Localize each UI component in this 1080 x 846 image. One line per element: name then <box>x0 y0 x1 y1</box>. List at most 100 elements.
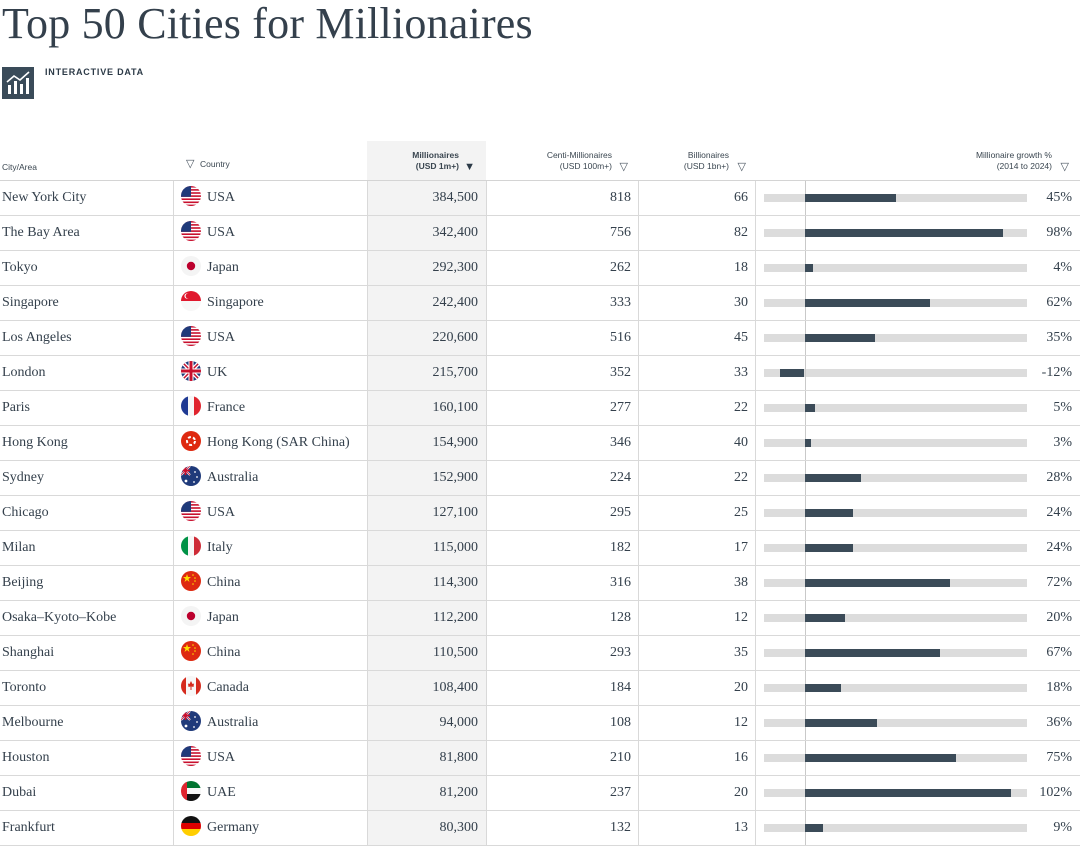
growth-cell: 4% <box>755 251 1080 285</box>
growth-cell: -12% <box>755 356 1080 390</box>
growth-bar <box>804 754 957 762</box>
growth-track <box>764 684 1027 692</box>
growth-track <box>764 614 1027 622</box>
col-city-header[interactable]: City/Area <box>2 162 37 172</box>
centi-millionaires-value: 756 <box>486 216 638 250</box>
table-row: London UK 215,700 352 33 -12% <box>0 356 1080 391</box>
growth-bar <box>804 229 1003 237</box>
city-name: Beijing <box>2 575 44 590</box>
millionaires-value: 152,900 <box>367 461 486 495</box>
growth-value: 72% <box>1046 575 1072 590</box>
growth-cell: 5% <box>755 391 1080 425</box>
country-cell: Singapore <box>173 286 367 320</box>
growth-cell: 18% <box>755 671 1080 705</box>
country-cell: UAE <box>173 776 367 810</box>
growth-bar <box>804 544 854 552</box>
us-flag-icon <box>181 500 201 521</box>
growth-cell: 62% <box>755 286 1080 320</box>
country-cell: Japan <box>173 601 367 635</box>
table-row: New York City USA 384,500 818 66 45% <box>0 181 1080 216</box>
growth-track <box>764 474 1027 482</box>
uk-flag-icon <box>181 360 201 381</box>
growth-track <box>764 719 1027 727</box>
city-name: Sydney <box>2 470 44 485</box>
table-row: Los Angeles USA 220,600 516 45 35% <box>0 321 1080 356</box>
country-name: Australia <box>207 715 259 730</box>
city-name: Dubai <box>2 785 37 800</box>
city-name: Chicago <box>2 505 49 520</box>
growth-bar <box>804 614 845 622</box>
millionaires-value: 160,100 <box>367 391 486 425</box>
billionaires-value: 20 <box>638 671 755 705</box>
centi-millionaires-value: 346 <box>486 426 638 460</box>
city-name: The Bay Area <box>2 225 80 240</box>
centi-millionaires-value: 262 <box>486 251 638 285</box>
cn-flag-icon <box>181 570 201 591</box>
it-flag-icon <box>181 535 201 556</box>
growth-cell: 28% <box>755 461 1080 495</box>
country-name: Hong Kong (SAR China) <box>207 435 350 450</box>
millionaires-value: 220,600 <box>367 321 486 355</box>
country-cell: UK <box>173 356 367 390</box>
col-billionaires-header[interactable]: Billionaires (USD 1bn+) ▽ <box>638 141 755 180</box>
growth-value: 4% <box>1053 260 1072 275</box>
city-name: Milan <box>2 540 36 555</box>
billionaires-value: 25 <box>638 496 755 530</box>
growth-bar <box>804 474 862 482</box>
fr-flag-icon <box>181 395 201 416</box>
col-growth-line2: (2014 to 2024) <box>996 161 1052 171</box>
table-row: Houston USA 81,800 210 16 75% <box>0 741 1080 776</box>
billionaires-value: 82 <box>638 216 755 250</box>
table-row: Toronto Canada 108,400 184 20 18% <box>0 671 1080 706</box>
table-row: Paris France 160,100 277 22 5% <box>0 391 1080 426</box>
billionaires-value: 12 <box>638 706 755 740</box>
col-growth-header[interactable]: Millionaire growth % (2014 to 2024) ▽ <box>755 141 1080 180</box>
city-name: Frankfurt <box>2 820 55 835</box>
country-name: USA <box>207 505 236 520</box>
country-cell: USA <box>173 216 367 250</box>
country-cell: Australia <box>173 461 367 495</box>
billionaires-value: 22 <box>638 391 755 425</box>
zero-line <box>804 356 806 390</box>
country-cell: Japan <box>173 251 367 285</box>
growth-cell: 36% <box>755 706 1080 740</box>
growth-bar <box>804 439 811 447</box>
col-centi-header[interactable]: Centi-Millionaires (USD 100m+) ▽ <box>486 141 638 180</box>
country-name: Italy <box>207 540 233 555</box>
growth-value: 9% <box>1053 820 1072 835</box>
growth-track <box>764 194 1027 202</box>
us-flag-icon <box>181 325 201 346</box>
col-millionaires-header[interactable]: Millionaires (USD 1m+) ▼ <box>367 141 486 180</box>
growth-cell: 102% <box>755 776 1080 810</box>
country-cell: USA <box>173 181 367 215</box>
us-flag-icon <box>181 220 201 241</box>
col-centi-line1: Centi-Millionaires <box>546 150 612 160</box>
col-billionaires-line1: Billionaires <box>687 150 729 160</box>
table-body: New York City USA 384,500 818 66 45% The Bay A… <box>0 181 1080 846</box>
billionaires-value: 20 <box>638 776 755 810</box>
millionaires-value: 292,300 <box>367 251 486 285</box>
city-name: Tokyo <box>2 260 38 275</box>
centi-millionaires-value: 210 <box>486 741 638 775</box>
country-cell: Hong Kong (SAR China) <box>173 426 367 460</box>
growth-value: 18% <box>1046 680 1072 695</box>
page-title: Top 50 Cities for Millionaires <box>2 0 533 48</box>
growth-track <box>764 404 1027 412</box>
col-country-header[interactable]: ▽ Country <box>186 158 230 170</box>
growth-value: 75% <box>1046 750 1072 765</box>
city-name: Singapore <box>2 295 59 310</box>
sort-icon: ▽ <box>619 161 628 173</box>
growth-cell: 35% <box>755 321 1080 355</box>
sg-flag-icon <box>181 290 201 311</box>
centi-millionaires-value: 132 <box>486 811 638 845</box>
growth-bar <box>804 509 854 517</box>
bar-chart-icon <box>2 67 34 99</box>
city-name: Houston <box>2 750 50 765</box>
country-name: UK <box>207 365 228 380</box>
table-row: Melbourne Australia 94,000 108 12 36% <box>0 706 1080 741</box>
growth-value: 5% <box>1053 400 1072 415</box>
growth-bar <box>804 264 813 272</box>
millionaires-value: 115,000 <box>367 531 486 565</box>
growth-cell: 24% <box>755 496 1080 530</box>
au-flag-icon <box>181 465 201 486</box>
